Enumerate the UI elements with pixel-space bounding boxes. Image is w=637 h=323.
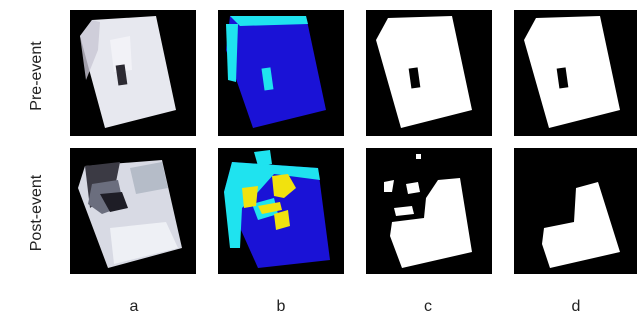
mask-fragment <box>394 206 414 216</box>
cyan-edge-top <box>230 16 308 26</box>
dark-spot <box>115 64 128 86</box>
mask-white <box>376 16 472 128</box>
cyan-region <box>224 162 320 248</box>
panel-post-a <box>70 148 196 274</box>
building-blue <box>226 16 326 128</box>
yellow-region <box>274 210 290 230</box>
column-label-c: c <box>424 298 432 315</box>
mask-white <box>390 178 472 268</box>
yellow-region <box>272 174 296 198</box>
column-label-b: b <box>276 298 286 315</box>
mask-fragment <box>416 154 421 159</box>
cyan-spot <box>261 67 274 91</box>
mask-hole <box>556 67 569 89</box>
row-label-post-event: Post-event <box>28 174 45 252</box>
cyan-edge-left <box>226 24 238 82</box>
panel-pre-b <box>218 10 344 136</box>
panel-pre-a <box>70 10 196 136</box>
row-label-pre-event: Pre-event <box>28 41 45 111</box>
mask-white <box>524 16 620 128</box>
panel-post-b <box>218 148 344 274</box>
panel-pre-c <box>366 10 492 136</box>
mask-fragment <box>384 180 394 192</box>
mask-fragment <box>406 182 420 194</box>
mask-white <box>542 182 620 268</box>
mask-hole <box>408 67 421 89</box>
panel-post-d <box>514 148 637 274</box>
cyan-region <box>254 150 272 166</box>
yellow-region <box>258 202 282 214</box>
panel-pre-d <box>514 10 637 136</box>
building-photo <box>80 16 176 128</box>
building-photo-shade <box>80 20 100 80</box>
column-label-d: d <box>571 298 581 315</box>
column-label-a: a <box>129 298 139 315</box>
panel-post-c <box>366 148 492 274</box>
yellow-region <box>242 186 258 208</box>
